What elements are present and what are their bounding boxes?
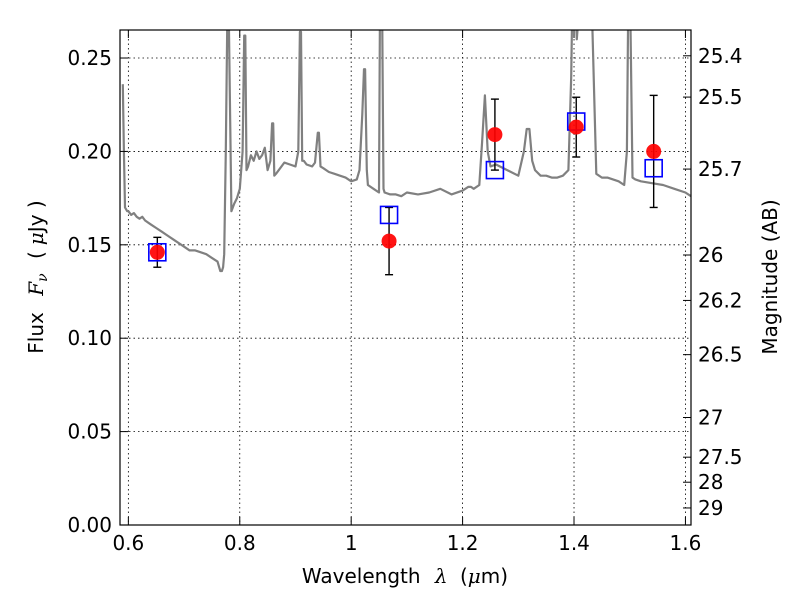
y-axis-title: Flux Fν ( μJy ) [24, 200, 52, 353]
y2-tick-label: 29 [698, 496, 723, 520]
x-axis-title-unit-mu: μ [468, 564, 481, 588]
y-tick-label: 0.00 [67, 513, 112, 537]
observed-flux-point [149, 244, 165, 260]
data-layer [121, 30, 691, 273]
plot-background [120, 30, 691, 525]
y2-tick-label: 25.7 [698, 157, 743, 181]
y-axis-title-symbol-sub: ν [35, 273, 51, 282]
x-axis-title-unit-rest: m) [481, 564, 508, 588]
y2-tick-label: 26.2 [698, 288, 743, 312]
x-axis-title-text: Wavelength [302, 564, 421, 588]
x-axis-title: Wavelength λ (μm) [302, 564, 508, 588]
x-tick-label: 0.6 [112, 531, 144, 555]
y-axis-title-unit-open: ( [24, 251, 48, 259]
model-flux-square [485, 160, 505, 180]
plot-frame [119, 29, 692, 526]
observed-flux-point [568, 119, 584, 135]
y2-tick-label: 25.5 [698, 85, 743, 109]
y2-tick-label: 26.5 [698, 343, 743, 367]
model-flux-square [644, 158, 663, 178]
y2-tick-label: 25.4 [698, 44, 743, 68]
y-axis-title-symbol: F [24, 281, 48, 297]
y2-tick-label: 28 [698, 470, 723, 494]
marker-layer [148, 94, 663, 276]
y-tick-label: 0.20 [67, 139, 112, 163]
observed-flux-point [487, 127, 503, 143]
y-axis-title-text: Flux [24, 312, 48, 354]
model-flux-square [379, 205, 399, 225]
ticks: 0.6 0.8 1 1.2 1.4 1.6 0.00 0.05 0.10 0.15 0.20 0.25… [67, 30, 743, 555]
observed-flux-point [381, 233, 397, 249]
y-tick-label: 0.10 [67, 326, 112, 350]
y2-axis-title: Magnitude (AB) [758, 199, 782, 354]
x-tick-label: 0.8 [224, 531, 256, 555]
observed-flux-point [646, 143, 662, 159]
y-tick-label: 0.25 [67, 46, 112, 70]
x-tick-label: 1 [345, 531, 358, 555]
template-spectrum-line [121, 30, 691, 273]
x-tick-label: 1.2 [447, 531, 479, 555]
x-tick-label: 1.6 [670, 531, 702, 555]
y-axis-title-unit-mu: μ [24, 232, 48, 245]
model-flux-square [148, 242, 167, 262]
y-tick-label: 0.15 [67, 233, 112, 257]
x-axis-title-symbol: λ [434, 564, 448, 588]
y2-tick-label: 27.5 [698, 445, 743, 469]
y2-tick-label: 26 [698, 243, 723, 267]
x-tick-label: 1.4 [558, 531, 590, 555]
y2-tick-label: 27 [698, 406, 723, 430]
y-tick-label: 0.05 [67, 420, 112, 444]
y-axis-title-unit-rest: Jy ) [24, 200, 48, 234]
x-axis-title-unit-open: ( [460, 564, 468, 588]
